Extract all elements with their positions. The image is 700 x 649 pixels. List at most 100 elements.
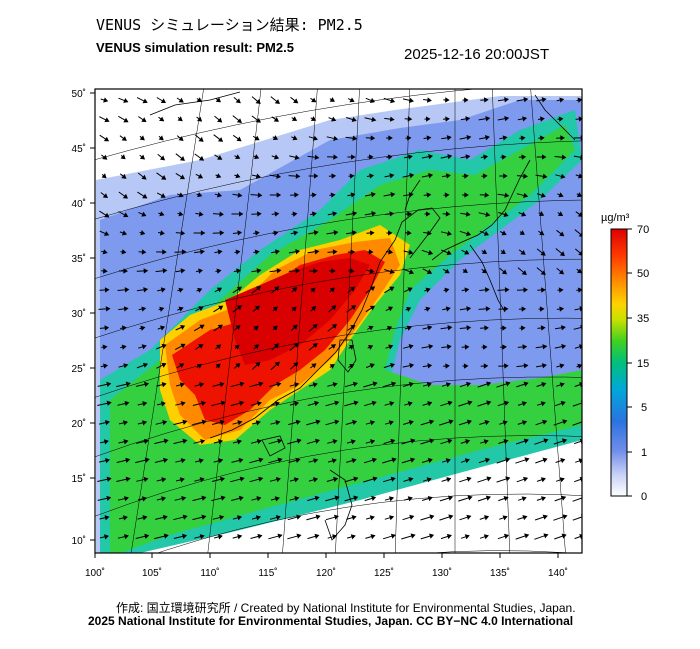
wind-arrow-head [105, 306, 111, 312]
wind-arrow-head [486, 381, 492, 387]
wind-arrow-head [272, 325, 278, 331]
wind-arrow-head [445, 458, 451, 464]
wind-arrow-head [331, 173, 337, 179]
wind-arrow-head [350, 534, 356, 540]
wind-arrow-head [464, 458, 470, 464]
wind-arrow-head [275, 514, 281, 521]
wind-arrow-head [445, 382, 451, 388]
wind-arrow-head [159, 155, 166, 161]
wind-arrow-head [520, 135, 526, 141]
wind-arrow-head [216, 173, 222, 179]
license-line: 2025 National Institute for Environmenta… [88, 614, 574, 628]
wind-arrow-head [558, 287, 564, 293]
wind-arrow-head [370, 534, 376, 540]
wind-arrow-head [106, 495, 112, 501]
lon-label-100: 100˚ [85, 567, 105, 579]
wind-arrow-head [465, 439, 471, 445]
wind-arrow-head [368, 325, 374, 331]
wind-arrow-head [162, 457, 169, 463]
wind-arrow-head [561, 533, 567, 539]
wind-arrow-head [446, 250, 452, 256]
wind-arrow-head [123, 98, 129, 103]
wind-arrow-head [330, 344, 336, 349]
wind-arrow-head [350, 249, 356, 255]
wind-arrow-head [218, 305, 224, 311]
wind-arrow-head [102, 249, 108, 255]
wind-arrow-head [182, 419, 188, 425]
wind-arrow-head [521, 211, 527, 217]
wind-arrow-head [332, 438, 338, 445]
colorbar-label-5: 5 [641, 402, 647, 414]
wind-arrow [573, 440, 582, 445]
wind-arrow-head [408, 249, 414, 255]
wind-arrow-head [255, 173, 261, 179]
wind-arrow-head [292, 211, 298, 217]
wind-arrow-head [219, 419, 225, 425]
wind-arrow-head [465, 231, 472, 237]
wind-arrow-head [272, 135, 279, 140]
wind-arrow-head [295, 268, 301, 274]
wind-arrow-head [331, 323, 338, 329]
wind-arrow-head [201, 419, 207, 425]
wind-arrow-head [255, 361, 261, 367]
wind-arrow-head [255, 117, 261, 123]
wind-arrow-head [371, 457, 377, 463]
wind-arrow-head [504, 287, 510, 293]
wind-arrow-head [334, 495, 340, 501]
wind-arrow-head [141, 344, 147, 350]
wind-arrow-head [200, 249, 205, 255]
wind-arrow-head [484, 515, 490, 521]
wind-arrow-head [106, 381, 112, 387]
wind-arrow-head [559, 477, 565, 483]
wind-arrow-head [429, 514, 435, 520]
wind-arrow-head [521, 306, 527, 312]
wind-arrow-head [329, 287, 335, 293]
wind-arrow-head [257, 192, 263, 198]
wind-arrow-head [503, 306, 509, 312]
wind-arrow-head [105, 420, 110, 426]
wind-arrow-head [482, 344, 488, 350]
wind-arrow-head [331, 305, 337, 311]
wind-arrow-head [159, 230, 165, 236]
wind-arrow-head [315, 514, 321, 520]
wind-arrow-head [406, 325, 412, 331]
wind-arrow-head [123, 363, 129, 369]
wind-arrow-head [484, 457, 491, 464]
wind-arrow-head [428, 154, 434, 160]
wind-arrow-head [465, 381, 472, 388]
wind-arrow-head [390, 438, 396, 444]
wind-arrow-head [558, 192, 564, 198]
wind-arrow-head [559, 231, 565, 237]
wind-arrow-head [352, 230, 357, 236]
wind-arrow-head [178, 192, 184, 198]
wind-arrow-head [161, 174, 167, 180]
wind-arrow-head [466, 476, 472, 482]
wind-arrow-head [201, 514, 207, 520]
wind-arrow-head [257, 211, 262, 217]
wind-arrow-head [141, 306, 147, 312]
wind-arrow-head [236, 439, 242, 445]
wind-arrow-head [330, 192, 336, 198]
wind-arrow-head [333, 154, 338, 160]
wind-arrow-head [391, 457, 397, 463]
wind-arrow-head [181, 249, 187, 255]
wind-arrow-head [122, 515, 128, 521]
wind-arrow-head [542, 173, 548, 179]
wind-arrow-head [390, 98, 396, 104]
lon-label-120: 120˚ [316, 567, 336, 579]
wind-arrow-head [466, 419, 472, 425]
lat-label-20: 20˚ [72, 418, 86, 430]
wind-arrow-head [160, 325, 166, 331]
wind-arrow-head [408, 343, 414, 350]
wind-arrow-head [407, 211, 412, 217]
wind-arrow-head [291, 306, 297, 312]
lat-label-35: 35˚ [72, 253, 86, 265]
wind-arrow-head [483, 534, 489, 540]
wind-arrow-head [311, 363, 317, 369]
wind-arrow-head [292, 287, 298, 293]
wind-arrow-head [120, 154, 126, 160]
wind-arrow-head [350, 324, 356, 330]
wind-arrow-head [484, 135, 490, 141]
colorbar-ticks [627, 228, 632, 497]
wind-arrow-head [276, 173, 282, 179]
